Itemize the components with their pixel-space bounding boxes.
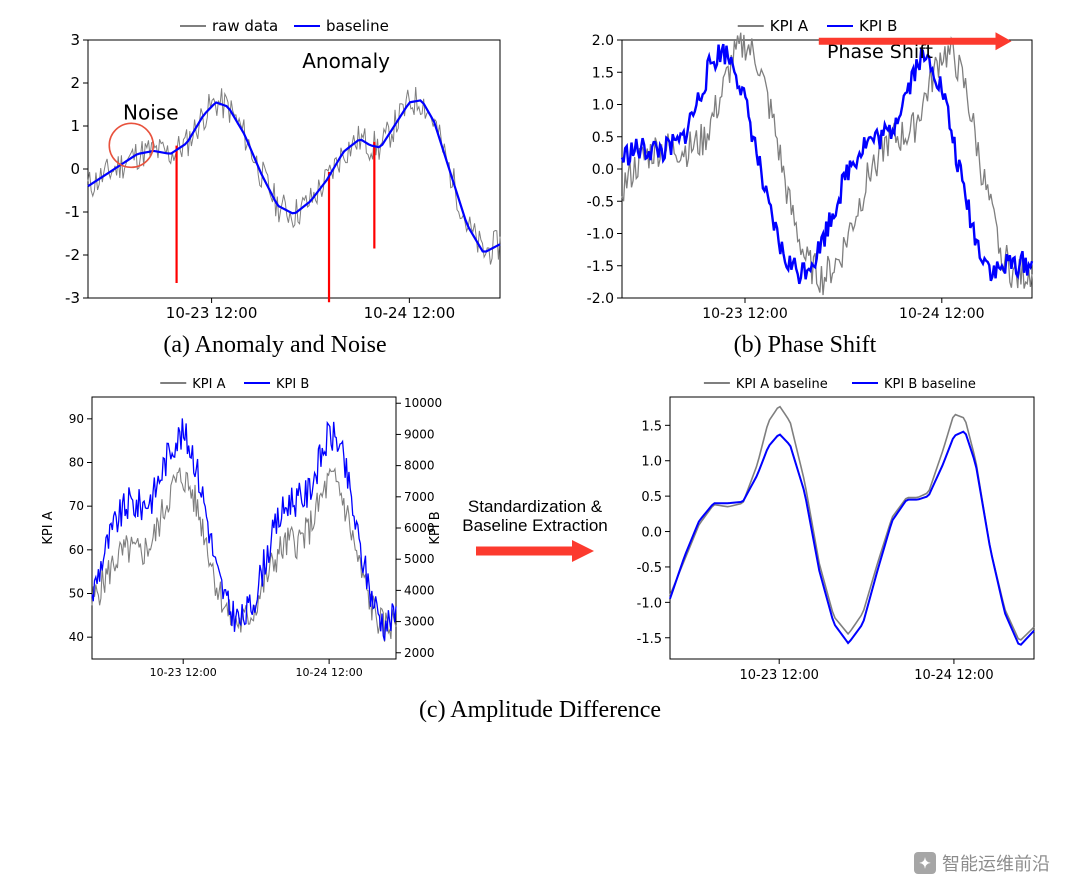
svg-text:KPI B baseline: KPI B baseline — [884, 377, 976, 392]
svg-text:0: 0 — [70, 160, 80, 178]
svg-text:10-23 12:00: 10-23 12:00 — [150, 666, 217, 679]
watermark: ✦ 智能运维前沿 — [914, 850, 1050, 876]
svg-text:-1.0: -1.0 — [587, 227, 614, 243]
caption-c: (c) Amplitude Difference — [419, 697, 661, 723]
svg-text:10-23 12:00: 10-23 12:00 — [740, 668, 819, 683]
svg-text:-1.0: -1.0 — [637, 596, 662, 611]
chart-c-right: -1.5 -1.0 -0.5 0.0 0.5 1.0 1.5 10-23 12:00 10-24… — [616, 367, 1046, 697]
svg-text:50: 50 — [69, 587, 84, 601]
svg-text:2: 2 — [70, 74, 80, 92]
svg-text:KPI A: KPI A — [41, 511, 56, 544]
svg-text:KPI B: KPI B — [859, 17, 897, 35]
caption-a: (a) Anomaly and Noise — [163, 332, 386, 359]
svg-text:5000: 5000 — [404, 552, 435, 566]
chart-c-left: 4050607080902000300040005000600070008000… — [34, 367, 454, 697]
svg-text:-3: -3 — [65, 289, 80, 307]
svg-text:10-24 12:00: 10-24 12:00 — [364, 304, 456, 322]
svg-text:KPI A baseline: KPI A baseline — [736, 377, 828, 392]
watermark-text: 智能运维前沿 — [942, 850, 1050, 876]
svg-text:40: 40 — [69, 630, 84, 644]
svg-text:10-24 12:00: 10-24 12:00 — [914, 668, 993, 683]
svg-text:3: 3 — [70, 31, 80, 49]
svg-text:10-24 12:00: 10-24 12:00 — [296, 666, 363, 679]
svg-text:-1: -1 — [65, 203, 80, 221]
svg-text:raw data: raw data — [212, 17, 278, 35]
svg-text:0.0: 0.0 — [592, 162, 614, 178]
svg-text:1.0: 1.0 — [592, 98, 614, 114]
svg-text:0.5: 0.5 — [592, 130, 614, 146]
svg-text:KPI A: KPI A — [770, 17, 809, 35]
svg-text:4000: 4000 — [404, 583, 435, 597]
svg-text:60: 60 — [69, 543, 84, 557]
svg-text:2000: 2000 — [404, 646, 435, 660]
caption-b: (b) Phase Shift — [734, 332, 877, 359]
svg-text:KPI B: KPI B — [428, 511, 443, 544]
svg-text:0.0: 0.0 — [641, 526, 662, 541]
bottom-row: 4050607080902000300040005000600070008000… — [10, 367, 1070, 697]
transform-text-1: Standardization & — [468, 498, 602, 517]
svg-text:7000: 7000 — [404, 490, 435, 504]
svg-text:Anomaly: Anomaly — [302, 49, 390, 73]
svg-text:-2.0: -2.0 — [587, 291, 614, 307]
svg-text:10-23 12:00: 10-23 12:00 — [702, 306, 787, 322]
svg-text:2.0: 2.0 — [592, 33, 614, 49]
chart-a: -3 -2 -1 0 1 2 3 10-23 12:00 10-24 12:00 raw data… — [30, 10, 520, 330]
svg-text:10-23 12:00: 10-23 12:00 — [166, 304, 258, 322]
svg-text:90: 90 — [69, 412, 84, 426]
svg-text:80: 80 — [69, 456, 84, 470]
transform-arrow-box: Standardization & Baseline Extraction — [460, 498, 610, 565]
svg-text:-0.5: -0.5 — [637, 561, 662, 576]
panel-c-left: 4050607080902000300040005000600070008000… — [34, 367, 454, 697]
svg-text:1.5: 1.5 — [592, 65, 614, 81]
svg-text:10000: 10000 — [404, 396, 442, 410]
panel-c-right: -1.5 -1.0 -0.5 0.0 0.5 1.0 1.5 10-23 12:00 10-24… — [616, 367, 1046, 697]
svg-text:8000: 8000 — [404, 459, 435, 473]
svg-text:-2: -2 — [65, 246, 80, 264]
svg-text:0.5: 0.5 — [641, 490, 662, 505]
wechat-icon: ✦ — [914, 852, 936, 874]
svg-text:KPI B: KPI B — [276, 377, 309, 392]
svg-text:baseline: baseline — [326, 17, 389, 35]
svg-text:10-24 12:00: 10-24 12:00 — [899, 306, 984, 322]
svg-text:1: 1 — [70, 117, 80, 135]
caption-c-wrap: (c) Amplitude Difference — [10, 697, 1070, 724]
transform-text-2: Baseline Extraction — [462, 517, 608, 536]
panel-b: -2.0 -1.5 -1.0 -0.5 0.0 0.5 1.0 1.5 2.0 10-23 12:… — [560, 10, 1050, 359]
svg-text:70: 70 — [69, 499, 84, 513]
svg-text:-1.5: -1.5 — [637, 632, 662, 647]
svg-text:-0.5: -0.5 — [587, 194, 614, 210]
transform-arrow-icon — [470, 536, 600, 566]
chart-b: -2.0 -1.5 -1.0 -0.5 0.0 0.5 1.0 1.5 2.0 10-23 12:… — [560, 10, 1050, 330]
svg-text:Noise: Noise — [123, 101, 178, 125]
svg-text:-1.5: -1.5 — [587, 259, 614, 275]
svg-text:9000: 9000 — [404, 427, 435, 441]
svg-text:3000: 3000 — [404, 615, 435, 629]
svg-text:KPI A: KPI A — [192, 377, 225, 392]
top-row: -3 -2 -1 0 1 2 3 10-23 12:00 10-24 12:00 raw data… — [10, 10, 1070, 359]
svg-text:1.0: 1.0 — [641, 455, 662, 470]
svg-text:1.5: 1.5 — [641, 419, 662, 434]
panel-a: -3 -2 -1 0 1 2 3 10-23 12:00 10-24 12:00 raw data… — [30, 10, 520, 359]
